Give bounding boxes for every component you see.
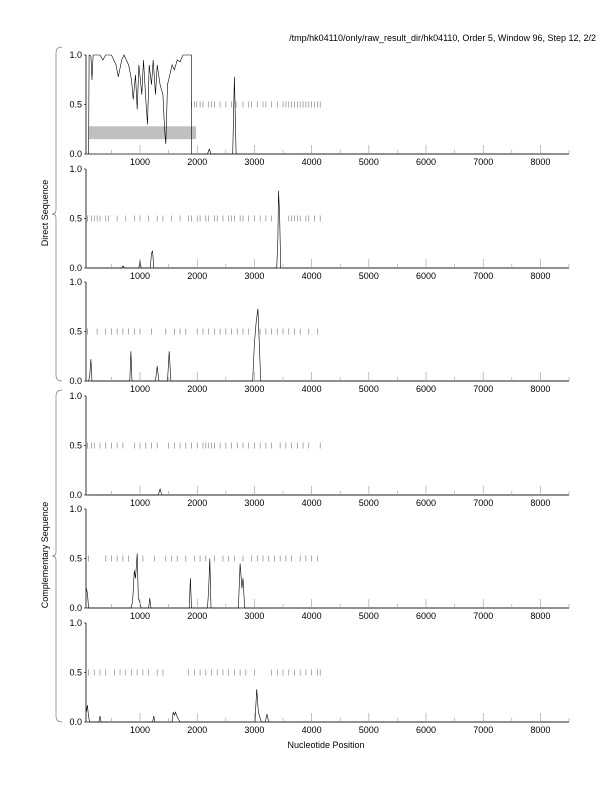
group-brace: [51, 46, 63, 382]
x-tick-label: 4000: [302, 157, 322, 167]
x-tick-label: 1000: [130, 498, 150, 508]
y-tick-label: 0.0: [69, 376, 82, 386]
y-tick-label: 1.0: [69, 504, 82, 514]
x-tick-label: 7000: [473, 498, 493, 508]
x-tick-label: 3000: [244, 271, 264, 281]
x-tick-label: 7000: [473, 157, 493, 167]
x-tick-label: 6000: [416, 498, 436, 508]
direct-sequence-label: Direct Sequence: [40, 179, 50, 247]
x-tick-label: 4000: [302, 611, 322, 621]
y-tick-label: 1.0: [69, 391, 82, 401]
y-tick-label: 0.5: [69, 214, 82, 224]
y-tick-label: 0.5: [69, 554, 82, 564]
x-tick-label: 5000: [359, 725, 379, 735]
x-tick-label: 4000: [302, 384, 322, 394]
coding-region-bar: [88, 126, 197, 140]
x-tick-label: 8000: [530, 384, 550, 394]
x-tick-label: 2000: [187, 384, 207, 394]
x-tick-label: 2000: [187, 725, 207, 735]
y-tick-label: 0.0: [69, 149, 82, 159]
y-tick-label: 0.0: [69, 490, 82, 500]
x-tick-label: 3000: [244, 725, 264, 735]
complementary-sequence-label: Complementary Sequence: [40, 501, 50, 609]
x-tick-label: 5000: [359, 498, 379, 508]
x-tick-label: 8000: [530, 498, 550, 508]
direct-frame-2-series: [88, 190, 569, 269]
x-tick-label: 1000: [130, 157, 150, 167]
complementary-frame-2-series: [86, 553, 569, 609]
x-tick-label: 4000: [302, 271, 322, 281]
x-axis-label: Nucleotide Position: [287, 740, 365, 750]
x-tick-label: 2000: [187, 157, 207, 167]
x-tick-label: 3000: [244, 611, 264, 621]
x-tick-label: 8000: [530, 271, 550, 281]
x-tick-label: 1000: [130, 611, 150, 621]
x-tick-label: 4000: [302, 725, 322, 735]
x-tick-label: 8000: [530, 157, 550, 167]
x-tick-label: 7000: [473, 271, 493, 281]
y-tick-label: 0.5: [69, 327, 82, 337]
x-tick-label: 5000: [359, 271, 379, 281]
y-tick-label: 0.5: [69, 100, 82, 110]
x-tick-label: 5000: [359, 611, 379, 621]
x-tick-label: 6000: [416, 725, 436, 735]
chart-title: /tmp/hk04110/only/raw_result_dir/hk04110…: [289, 33, 596, 43]
complementary-frame-3-series: [86, 689, 569, 723]
y-tick-label: 0.0: [69, 717, 82, 727]
y-tick-label: 0.5: [69, 441, 82, 451]
x-tick-label: 1000: [130, 271, 150, 281]
x-tick-label: 6000: [416, 611, 436, 621]
y-tick-label: 0.0: [69, 263, 82, 273]
x-tick-label: 3000: [244, 384, 264, 394]
x-tick-label: 2000: [187, 271, 207, 281]
x-tick-label: 4000: [302, 498, 322, 508]
x-tick-label: 5000: [359, 384, 379, 394]
y-tick-label: 1.0: [69, 50, 82, 60]
x-tick-label: 3000: [244, 157, 264, 167]
y-tick-label: 1.0: [69, 164, 82, 174]
complementary-frame-1-series: [88, 488, 569, 496]
x-tick-label: 1000: [130, 384, 150, 394]
x-tick-label: 6000: [416, 157, 436, 167]
x-tick-label: 7000: [473, 611, 493, 621]
direct-frame-1-series: [88, 54, 569, 155]
x-tick-label: 8000: [530, 725, 550, 735]
direct-frame-3-series: [88, 308, 569, 382]
x-tick-label: 5000: [359, 157, 379, 167]
x-tick-label: 8000: [530, 611, 550, 621]
x-tick-label: 6000: [416, 384, 436, 394]
y-tick-label: 0.0: [69, 603, 82, 613]
x-tick-label: 3000: [244, 498, 264, 508]
x-tick-label: 7000: [473, 725, 493, 735]
x-tick-label: 2000: [187, 611, 207, 621]
x-tick-label: 7000: [473, 384, 493, 394]
y-tick-label: 1.0: [69, 618, 82, 628]
y-tick-label: 0.5: [69, 668, 82, 678]
y-tick-label: 1.0: [69, 277, 82, 287]
group-brace: [51, 389, 63, 723]
x-tick-label: 6000: [416, 271, 436, 281]
x-tick-label: 1000: [130, 725, 150, 735]
x-tick-label: 2000: [187, 498, 207, 508]
